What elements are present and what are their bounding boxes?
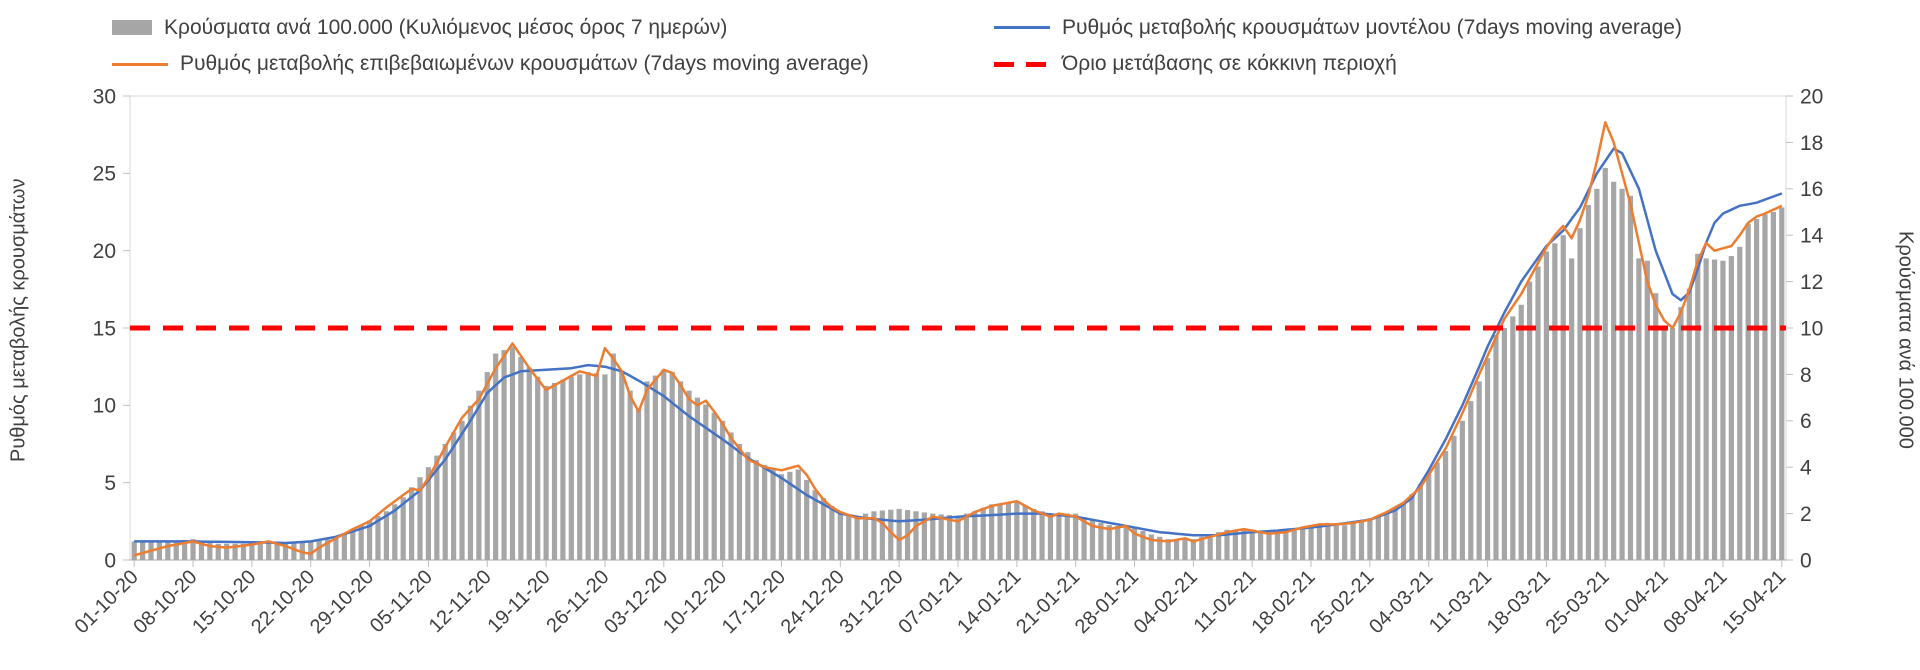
bar-series-swatch bbox=[112, 20, 152, 36]
svg-text:21-01-21: 21-01-21 bbox=[1012, 566, 1084, 638]
svg-text:19-11-20: 19-11-20 bbox=[484, 566, 555, 637]
svg-text:6: 6 bbox=[1800, 410, 1812, 433]
svg-text:8: 8 bbox=[1800, 364, 1812, 387]
svg-text:07-01-21: 07-01-21 bbox=[894, 566, 966, 638]
svg-text:12-11-20: 12-11-20 bbox=[425, 566, 496, 637]
legend-item-threshold: Όριο μετάβασης σε κόκκινη περιοχή bbox=[994, 51, 1920, 79]
svg-text:01-10-20: 01-10-20 bbox=[71, 566, 143, 638]
svg-text:05-11-20: 05-11-20 bbox=[366, 566, 437, 637]
legend-label-model-line: Ρυθμός μεταβολής κρουσμάτων μοντέλου (7d… bbox=[1062, 15, 1682, 39]
svg-text:15: 15 bbox=[93, 317, 116, 340]
svg-text:04-03-21: 04-03-21 bbox=[1365, 566, 1437, 638]
svg-text:08-04-21: 08-04-21 bbox=[1659, 566, 1731, 638]
svg-text:15-10-20: 15-10-20 bbox=[188, 566, 260, 638]
svg-text:30: 30 bbox=[93, 85, 116, 108]
svg-text:0: 0 bbox=[1800, 549, 1812, 572]
left-axis-title: Ρυθμός μεταβολής κρουσμάτων bbox=[7, 178, 30, 462]
svg-text:24-12-20: 24-12-20 bbox=[777, 566, 849, 638]
legend-item-cases-bars: Κρούσματα ανά 100.000 (Κυλιόμενος μέσος … bbox=[112, 14, 994, 42]
svg-text:18: 18 bbox=[1800, 132, 1823, 155]
svg-text:0: 0 bbox=[104, 549, 116, 572]
svg-text:18-02-21: 18-02-21 bbox=[1247, 566, 1319, 638]
svg-text:04-02-21: 04-02-21 bbox=[1130, 566, 1202, 638]
svg-text:10: 10 bbox=[1800, 317, 1823, 340]
confirmed-line-swatch bbox=[112, 62, 168, 66]
chart-plot: 0510152025300246810121416182001-10-2008-… bbox=[71, 85, 1824, 638]
svg-text:10-12-20: 10-12-20 bbox=[659, 566, 731, 638]
legend-item-model-line: Ρυθμός μεταβολής κρουσμάτων μοντέλου (7d… bbox=[994, 14, 1920, 42]
svg-text:01-04-21: 01-04-21 bbox=[1600, 566, 1672, 638]
svg-text:10: 10 bbox=[93, 395, 116, 418]
model-line-swatch bbox=[994, 26, 1050, 30]
svg-text:15-04-21: 15-04-21 bbox=[1718, 566, 1790, 638]
threshold-dash-swatch bbox=[994, 61, 1050, 67]
legend-label-cases-bars: Κρούσματα ανά 100.000 (Κυλιόμενος μέσος … bbox=[164, 15, 728, 39]
svg-text:03-12-20: 03-12-20 bbox=[600, 566, 672, 638]
chart-legend: Κρούσματα ανά 100.000 (Κυλιόμενος μέσος … bbox=[0, 0, 1920, 78]
svg-text:20: 20 bbox=[1800, 85, 1823, 108]
svg-text:31-12-20: 31-12-20 bbox=[836, 566, 908, 638]
svg-text:22-10-20: 22-10-20 bbox=[247, 566, 319, 638]
svg-text:08-10-20: 08-10-20 bbox=[129, 566, 201, 638]
legend-label-confirmed-line: Ρυθμός μεταβολής επιβεβαιωμένων κρουσμάτ… bbox=[180, 52, 869, 76]
svg-text:5: 5 bbox=[104, 472, 116, 495]
svg-text:29-10-20: 29-10-20 bbox=[306, 566, 378, 638]
svg-text:28-01-21: 28-01-21 bbox=[1071, 566, 1143, 638]
right-axis-title: Κρούσματα ανά 100.000 bbox=[1894, 231, 1917, 449]
svg-text:20: 20 bbox=[93, 240, 116, 263]
svg-text:25-03-21: 25-03-21 bbox=[1542, 566, 1614, 638]
legend-label-threshold: Όριο μετάβασης σε κόκκινη περιοχή bbox=[1062, 52, 1397, 76]
svg-text:16: 16 bbox=[1800, 178, 1823, 201]
svg-text:14-01-21: 14-01-21 bbox=[953, 566, 1025, 638]
svg-text:17-12-20: 17-12-20 bbox=[718, 566, 790, 638]
svg-text:12: 12 bbox=[1800, 271, 1823, 294]
legend-item-confirmed-line: Ρυθμός μεταβολής επιβεβαιωμένων κρουσμάτ… bbox=[112, 51, 994, 79]
svg-text:4: 4 bbox=[1800, 457, 1812, 480]
svg-text:25: 25 bbox=[93, 163, 116, 186]
svg-text:25-02-21: 25-02-21 bbox=[1306, 566, 1378, 638]
svg-text:2: 2 bbox=[1800, 503, 1812, 526]
svg-text:14: 14 bbox=[1800, 225, 1824, 248]
svg-text:18-03-21: 18-03-21 bbox=[1483, 566, 1555, 638]
